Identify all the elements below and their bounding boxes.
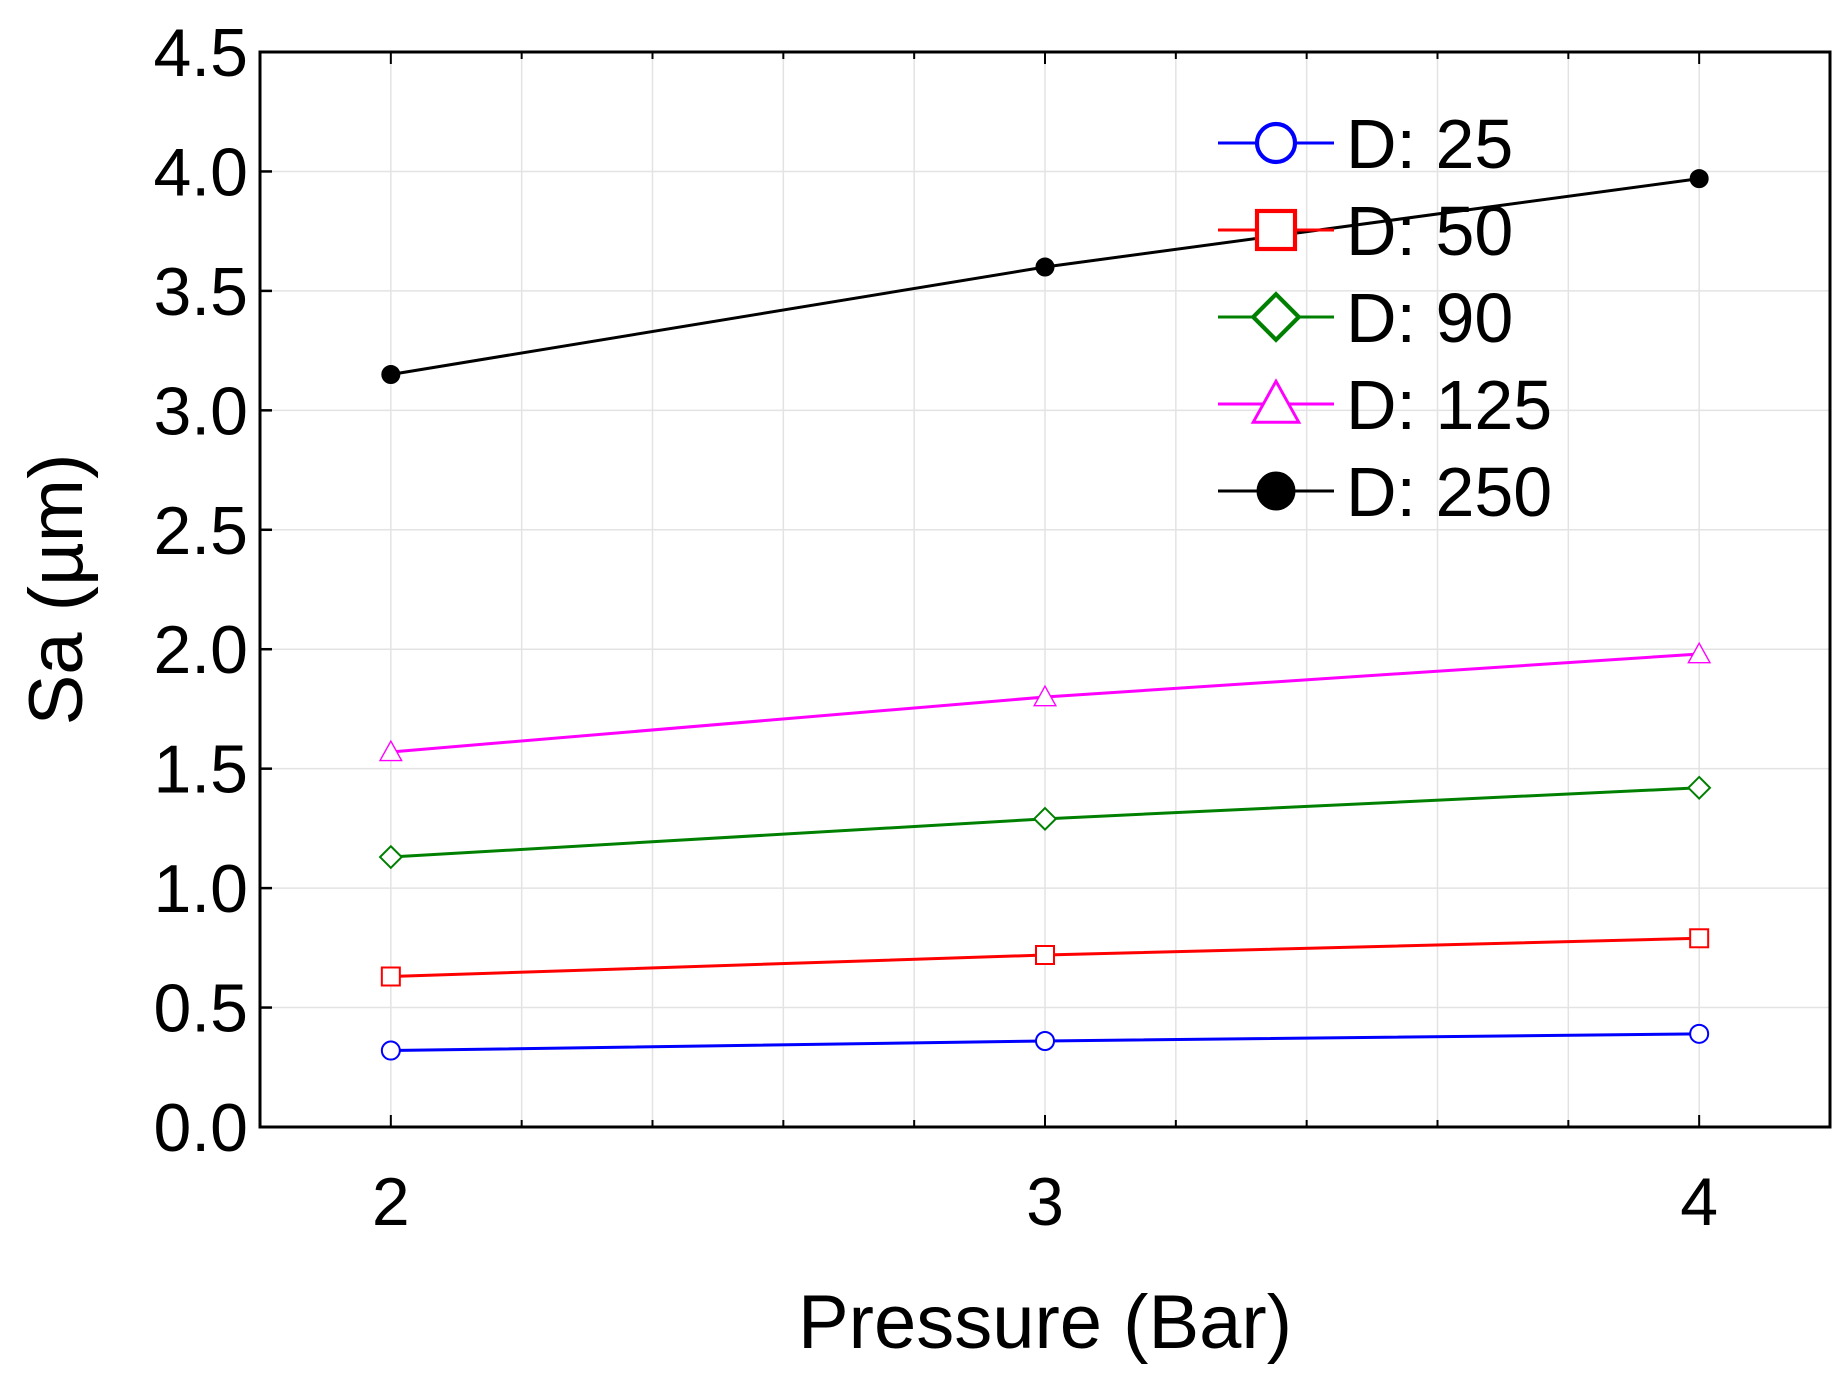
- legend-item: D: 25: [1218, 105, 1513, 183]
- y-tick-label: 1.0: [153, 851, 248, 927]
- series-2: [380, 928, 1710, 987]
- y-tick-label: 0.5: [153, 971, 248, 1047]
- data-point: [1035, 945, 1055, 965]
- data-point: [1032, 806, 1058, 832]
- data-point: [378, 739, 403, 762]
- legend-item: D: 50: [1218, 192, 1513, 270]
- y-tick-label: 4.5: [153, 15, 248, 91]
- data-point: [1035, 1031, 1055, 1051]
- data-point: [381, 365, 401, 384]
- series-3: [378, 775, 1712, 870]
- data-point: [1033, 684, 1057, 707]
- series-1: [380, 1023, 1710, 1061]
- legend-marker: [1250, 378, 1302, 424]
- x-tick-label: 4: [1680, 1164, 1718, 1240]
- data-point: [1687, 641, 1712, 664]
- data-point: [1689, 1023, 1710, 1044]
- data-point: [1689, 928, 1710, 949]
- legend-label: D: 125: [1346, 366, 1552, 444]
- y-tick-label: 0.0: [153, 1090, 248, 1166]
- data-point: [1035, 257, 1055, 277]
- data-point: [378, 844, 404, 870]
- legend-marker: [1254, 121, 1298, 165]
- y-tick-label: 2.0: [153, 612, 248, 688]
- legend-label: D: 90: [1346, 279, 1513, 357]
- legend-item: D: 90: [1218, 279, 1513, 357]
- legend: D: 25 D: 50 D: 90 D: 125 D: 250: [1218, 105, 1552, 531]
- y-tick-label: 2.5: [153, 493, 248, 569]
- legend-marker: [1254, 208, 1298, 252]
- y-tick-label: 3.0: [153, 373, 248, 449]
- x-axis-title: Pressure (Bar): [798, 1280, 1292, 1365]
- data-point: [380, 966, 401, 987]
- y-tick-label: 4.0: [153, 134, 248, 210]
- legend-marker: [1256, 471, 1296, 511]
- legend-label: D: 25: [1346, 105, 1513, 183]
- y-axis-title: Sa (µm): [14, 454, 99, 726]
- series-group: [378, 169, 1712, 1061]
- legend-label: D: 250: [1346, 453, 1552, 531]
- series-5: [381, 169, 1709, 384]
- legend-marker: [1250, 291, 1302, 343]
- y-tick-label: 3.5: [153, 254, 248, 330]
- data-point: [380, 1040, 401, 1061]
- x-tick-label: 2: [372, 1164, 410, 1240]
- data-point: [1686, 775, 1712, 800]
- x-tick-label: 3: [1026, 1164, 1064, 1240]
- y-tick-label: 1.5: [153, 732, 248, 808]
- axis-ticks: 0.0 0.5 1.0 1.5 2.0 2.5 3.0 3.5 4.0 4.5 2 3 4: [153, 15, 1718, 1240]
- legend-item: D: 250: [1218, 453, 1552, 531]
- series-4: [378, 641, 1712, 762]
- legend-item: D: 125: [1218, 366, 1552, 444]
- data-point: [1689, 169, 1709, 189]
- legend-label: D: 50: [1346, 192, 1513, 270]
